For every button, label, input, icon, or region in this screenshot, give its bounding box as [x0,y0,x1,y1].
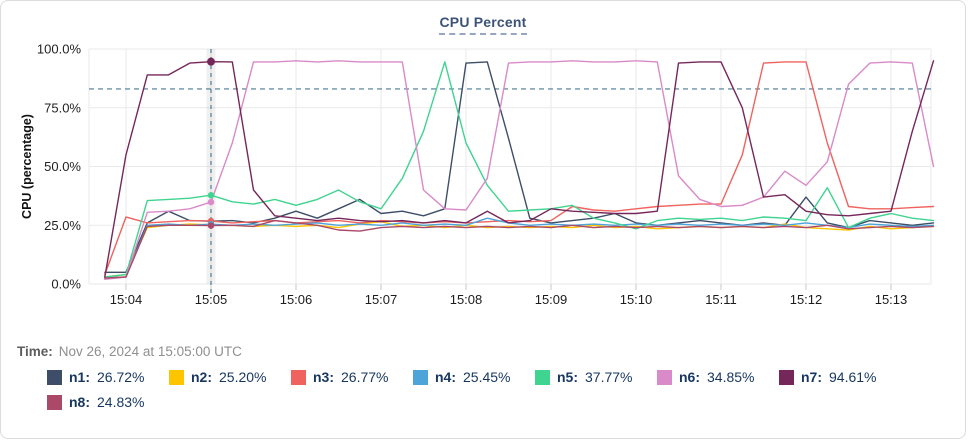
y-tick-label: 100.0% [37,42,82,57]
chart-canvas[interactable]: 0.0% 25.0% 50.0% 75.0% 100.0% 15:04 15:05 15:06… [1,35,966,316]
legend-value: 26.72% [97,369,145,385]
crosshair-band [206,49,216,284]
legend-label: n8: [69,394,90,410]
legend-value: 37.77% [585,369,633,385]
x-tick-label: 15:09 [535,292,568,307]
legend-item-n8[interactable]: n8: 24.83% [47,394,169,410]
y-tick-label: 50.0% [44,159,81,174]
legend-value: 26.77% [341,369,389,385]
y-tick-label: 0.0% [51,277,81,292]
legend-label: n7: [801,369,822,385]
series-line-n3 [104,61,935,276]
legend-value: 25.45% [463,369,511,385]
time-readout-label: Time: [17,344,53,359]
x-tick-label: 15:05 [195,292,228,307]
x-tick-label: 15:07 [365,292,398,307]
x-tick-label: 15:10 [620,292,653,307]
x-tick-label: 15:04 [110,292,143,307]
y-axis-title: CPU (percentage) [20,114,34,219]
legend-value: 34.85% [707,369,755,385]
legend-value: 24.83% [97,394,145,410]
legend-label: n2: [191,369,212,385]
crosshair-dot-n7 [207,57,215,66]
chart-title[interactable]: CPU Percent [439,14,527,35]
legend-swatch-n3 [291,369,306,385]
legend-item-n2[interactable]: n2: 25.20% [169,369,291,385]
y-tick-label: 75.0% [44,100,81,115]
legend-item-n7[interactable]: n7: 94.61% [779,369,901,385]
chart-legend: n1: 26.72% n2: 25.20% n3: 26.77% n4: 25.45% n5: 3… [47,369,957,419]
crosshair-dot-n8 [207,222,215,229]
legend-swatch-n8 [47,394,62,410]
series-line-n8 [104,219,935,279]
legend-item-n3[interactable]: n3: 26.77% [291,369,413,385]
time-readout: Time: Nov 26, 2024 at 15:05:00 UTC [17,344,242,359]
time-readout-value: Nov 26, 2024 at 15:05:00 UTC [58,344,242,359]
legend-swatch-n7 [779,369,794,385]
series-line-n6 [104,60,935,281]
series-line-n5 [104,61,935,278]
legend-item-n6[interactable]: n6: 34.85% [657,369,779,385]
x-tick-label: 15:12 [790,292,823,307]
legend-item-n5[interactable]: n5: 37.77% [535,369,657,385]
crosshair-dot-n6 [207,198,215,206]
legend-item-n1[interactable]: n1: 26.72% [47,369,169,385]
x-tick-label: 15:11 [705,292,737,307]
series-line-n1 [104,61,935,274]
chart-plot-area[interactable]: 0.0% 25.0% 50.0% 75.0% 100.0% 15:04 15:05 15:06… [1,35,966,316]
legend-value: 25.20% [219,369,267,385]
legend-swatch-n5 [535,369,550,385]
legend-value: 94.61% [829,369,877,385]
series-line-n7 [104,60,935,278]
legend-label: n4: [435,369,456,385]
crosshair-dot-n5 [207,192,215,199]
legend-swatch-n1 [47,369,62,385]
legend-swatch-n4 [413,369,428,385]
legend-swatch-n2 [169,369,184,385]
y-tick-label: 25.0% [44,218,81,233]
series-line-n4 [104,217,935,279]
legend-swatch-n6 [657,369,672,385]
legend-row-1: n1: 26.72% n2: 25.20% n3: 26.77% n4: 25.45% n5: 3… [47,369,957,385]
x-tick-label: 15:06 [280,292,313,307]
legend-label: n6: [679,369,700,385]
legend-row-2: n8: 24.83% [47,394,957,410]
series-line-n2 [104,220,935,278]
legend-label: n1: [69,369,90,385]
x-tick-label: 15:13 [875,292,908,307]
x-tick-label: 15:08 [450,292,483,307]
chart-title-wrap: CPU Percent [1,14,965,35]
legend-label: n5: [557,369,578,385]
legend-item-n4[interactable]: n4: 25.45% [413,369,535,385]
legend-label: n3: [313,369,334,385]
